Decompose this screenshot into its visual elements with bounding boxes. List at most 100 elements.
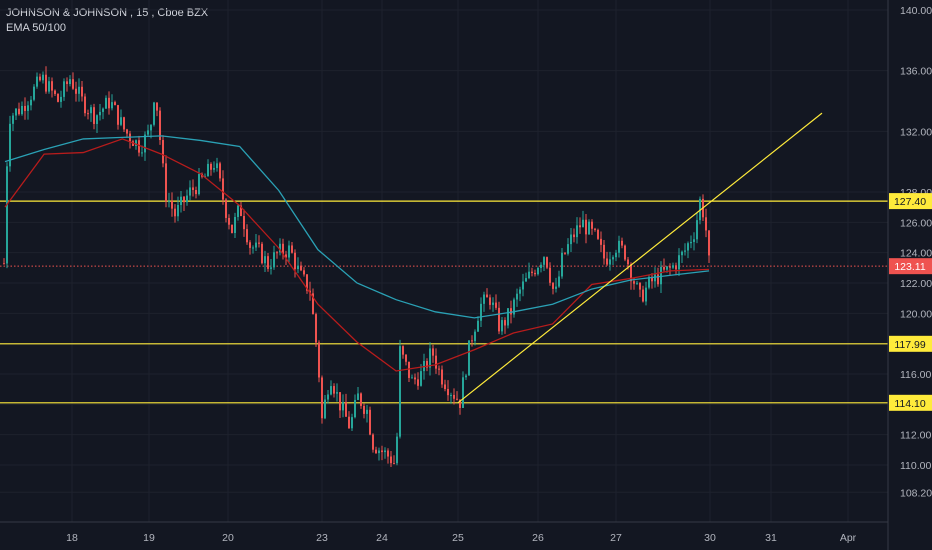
candle-body — [642, 289, 644, 302]
candle-body — [708, 230, 710, 256]
candle-body — [561, 252, 563, 277]
trendline[interactable] — [457, 112, 823, 404]
candle-body — [375, 449, 377, 454]
candle-body — [3, 263, 5, 265]
candle-body — [105, 97, 107, 109]
candle-body — [48, 81, 50, 92]
candle-body — [300, 265, 302, 271]
y-tick-label: 122.00 — [900, 278, 932, 290]
candle-body — [114, 102, 116, 106]
candle-body — [168, 201, 170, 203]
candle-body — [513, 299, 515, 315]
candle-body — [231, 224, 233, 233]
candle-body — [240, 205, 242, 216]
candle-body — [567, 244, 569, 254]
candle-body — [522, 281, 524, 290]
candle-body — [219, 163, 221, 179]
candle-body — [606, 258, 608, 265]
candle-body — [480, 303, 482, 321]
chart-grid — [0, 0, 888, 522]
candle-body — [675, 265, 677, 270]
candle-body — [72, 79, 74, 89]
candle-body — [345, 402, 347, 417]
y-tick-label: 124.00 — [900, 248, 932, 260]
horizontal-levels[interactable] — [0, 200, 888, 404]
candle-body — [261, 243, 263, 264]
candle-body — [57, 93, 59, 102]
candle-body — [387, 450, 389, 457]
y-tick-label: 132.00 — [900, 126, 932, 138]
candle-body — [138, 140, 140, 153]
candle-body — [183, 196, 185, 203]
level-price-tag — [889, 193, 932, 210]
y-tick-label: 126.00 — [900, 217, 932, 229]
x-tick-label: 24 — [376, 532, 388, 544]
candle-body — [75, 88, 77, 94]
candle-body — [117, 105, 119, 125]
trendline-group[interactable] — [457, 112, 823, 404]
candle-body — [378, 450, 380, 454]
candle-body — [144, 134, 146, 153]
candle-body — [693, 239, 695, 242]
candle-body — [279, 243, 281, 253]
candle-body — [24, 105, 26, 111]
candle-body — [51, 81, 53, 91]
indicator-label[interactable]: EMA 50/100 — [6, 22, 66, 34]
candle-body — [156, 102, 158, 111]
candle-body — [141, 152, 143, 154]
candle-body — [519, 289, 521, 294]
price-tags: 127.40 117.99 114.10 123.11 — [889, 193, 932, 411]
candle-body — [333, 386, 335, 394]
candle-body — [312, 293, 314, 315]
candle-body — [456, 398, 458, 400]
candle-body — [498, 307, 500, 332]
candle-body — [450, 394, 452, 396]
candle-body — [282, 243, 284, 255]
last-price-tag — [889, 258, 932, 275]
candle-body — [321, 377, 323, 419]
candle-body — [399, 346, 401, 437]
candle-body — [126, 129, 128, 134]
candle-body — [288, 245, 290, 258]
x-tick-label: 23 — [316, 532, 328, 544]
candle-body — [369, 409, 371, 435]
candle-body — [636, 282, 638, 284]
indicator-row: EMA 50/100 — [6, 21, 208, 36]
y-tick-label: 136.00 — [900, 66, 932, 78]
candle-body — [534, 272, 536, 275]
candle-body — [687, 243, 689, 251]
candle-body — [93, 107, 95, 124]
candle-body — [27, 105, 29, 111]
candle-body — [150, 124, 152, 131]
candle-body — [306, 274, 308, 291]
candle-body — [162, 140, 164, 164]
candle-body — [357, 393, 359, 400]
candle-body — [468, 340, 470, 376]
candle-body — [180, 196, 182, 205]
candle-body — [579, 225, 581, 228]
candle-body — [618, 240, 620, 253]
candle-body — [528, 271, 530, 279]
candle-body — [465, 375, 467, 378]
candle-body — [33, 86, 35, 100]
candle-body — [531, 271, 533, 273]
candle-body — [291, 245, 293, 253]
candle-body — [507, 308, 509, 326]
candle-body — [192, 187, 194, 190]
candle-body — [573, 234, 575, 238]
candle-body — [39, 76, 41, 81]
candle-body — [6, 166, 8, 264]
candle-body — [45, 74, 47, 92]
candle-body — [495, 302, 497, 308]
x-tick-label: 25 — [452, 532, 464, 544]
candle-body — [576, 225, 578, 238]
candle-body — [108, 97, 110, 109]
candle-body — [600, 238, 602, 245]
candle-body — [171, 201, 173, 209]
ema-line — [4, 135, 710, 319]
candle-body — [225, 199, 227, 218]
candle-body — [363, 405, 365, 414]
candle-body — [558, 276, 560, 287]
candle-body — [681, 251, 683, 256]
